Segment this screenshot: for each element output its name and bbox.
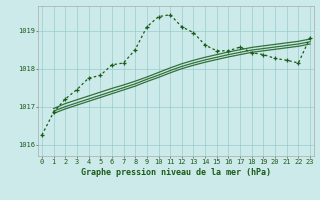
X-axis label: Graphe pression niveau de la mer (hPa): Graphe pression niveau de la mer (hPa) — [81, 168, 271, 177]
